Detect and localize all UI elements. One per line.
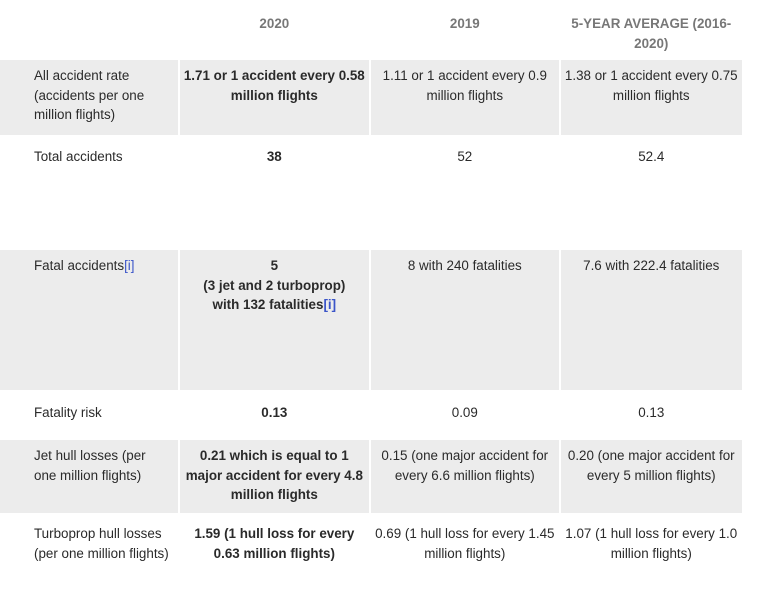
table-row-jet-hull-losses: Jet hull losses (per one million flights…: [0, 440, 742, 513]
row-label: Total accidents: [34, 149, 123, 164]
row-label: Jet hull losses (per one million flights…: [0, 440, 178, 513]
table-row-all-accident-rate: All accident rate (accidents per one mil…: [0, 60, 742, 135]
cell-2020: 1.71 or 1 accident every 0.58 million fl…: [179, 60, 370, 135]
cell-2020-line-2: (3 jet and 2 turboprop): [203, 277, 346, 293]
cell-2020: 38: [266, 149, 282, 164]
cell-2019: 0.15 (one major accident for every 6.6 m…: [371, 440, 559, 513]
cell-2019: 0.09: [451, 405, 478, 420]
row-label: Fatal accidents: [34, 258, 125, 273]
header-cell-5-year-average: 5-YEAR AVERAGE (2016-2020): [571, 16, 732, 51]
cell-2019: 8 with 240 fatalities: [371, 250, 559, 390]
header-cell-2019: 2019: [449, 16, 480, 31]
cell-2019: 52: [457, 149, 473, 164]
row-label: All accident rate (accidents per one mil…: [0, 60, 178, 135]
cell-2020: 0.13: [261, 405, 288, 420]
cell-5-year-average: 7.6 with 222.4 fatalities: [560, 250, 742, 390]
row-label: Fatality risk: [34, 405, 102, 420]
cell-2019: 1.11 or 1 accident every 0.9 million fli…: [371, 60, 559, 135]
cell-2020: 5 (3 jet and 2 turboprop) with 132 fatal…: [179, 250, 370, 390]
header-cell-2020: 2020: [259, 16, 290, 31]
cell-5-year-average: 0.13: [638, 405, 665, 420]
table-row-turboprop-hull-losses: Turboprop hull losses (per one million f…: [0, 518, 742, 588]
cell-2020-line-3: with 132 fatalities: [212, 297, 324, 312]
cell-2020-line-3-container: with 132 fatalities[i]: [184, 295, 365, 315]
row-label-container: Fatal accidents[i]: [0, 250, 178, 390]
table-header-row: 2020 2019 5-YEAR AVERAGE (2016-2020): [0, 8, 742, 58]
cell-5-year-average: 1.07 (1 hull loss for every 1.0 million …: [565, 526, 738, 561]
cell-5-year-average: 1.38 or 1 accident every 0.75 million fl…: [560, 60, 742, 135]
header-cell-label: [0, 8, 178, 58]
footnote-link[interactable]: [i]: [124, 258, 135, 273]
cell-2020: 1.59 (1 hull loss for every 0.63 million…: [194, 526, 355, 561]
cell-5-year-average: 0.20 (one major accident for every 5 mil…: [560, 440, 742, 513]
footnote-link[interactable]: [i]: [323, 297, 337, 312]
table-row-fatality-risk: Fatality risk 0.13 0.09 0.13: [0, 397, 742, 431]
cell-5-year-average: 52.4: [638, 149, 665, 164]
table-row-fatal-accidents: Fatal accidents[i] 5 (3 jet and 2 turbop…: [0, 250, 742, 390]
cell-2020-line-1: 5: [270, 258, 279, 273]
cell-2019: 0.69 (1 hull loss for every 1.45 million…: [375, 526, 555, 561]
table-row-total-accidents: Total accidents 38 52 52.4: [0, 141, 742, 241]
cell-2020: 0.21 which is equal to 1 major accident …: [179, 440, 370, 513]
row-label: Turboprop hull losses (per one million f…: [34, 526, 169, 561]
